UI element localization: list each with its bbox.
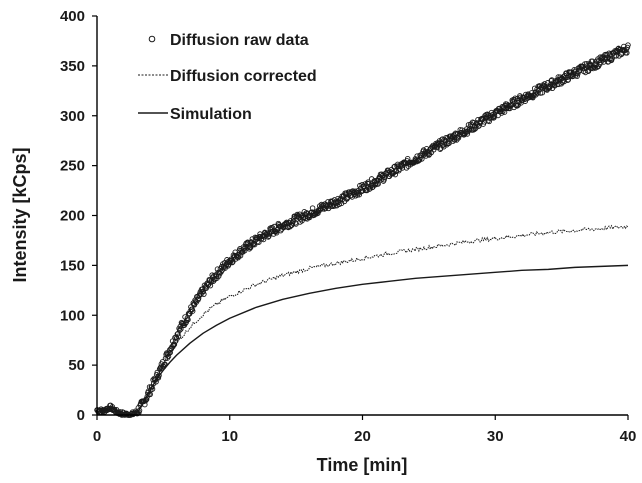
data-point	[273, 230, 280, 236]
data-point	[291, 213, 298, 219]
data-point	[565, 77, 571, 83]
data-point	[513, 102, 520, 108]
data-point	[176, 327, 183, 333]
data-point	[155, 375, 162, 381]
legend: Diffusion raw data Diffusion corrected S…	[138, 32, 317, 123]
data-point	[207, 282, 214, 289]
x-tick-label: 30	[487, 428, 504, 445]
legend-label-simulation: Simulation	[170, 106, 252, 123]
data-point	[375, 181, 381, 187]
data-point	[466, 127, 472, 133]
data-point	[471, 126, 478, 133]
data-point	[201, 291, 207, 297]
y-tick-label: 150	[60, 257, 85, 274]
y-tick-label: 400	[60, 8, 85, 25]
data-point	[185, 316, 191, 323]
y-tick-label: 250	[60, 158, 85, 175]
y-axis-title: Intensity [kCps]	[10, 147, 30, 282]
series-line-corrected	[96, 224, 629, 416]
data-point	[446, 140, 452, 146]
data-point	[171, 341, 178, 348]
x-axis-ticks: 0 10 20 30 40	[93, 415, 637, 445]
data-point	[260, 236, 267, 243]
y-tick-label: 350	[60, 58, 85, 75]
series-solid-line	[133, 264, 629, 416]
y-tick-label: 0	[77, 407, 85, 424]
data-point	[419, 156, 425, 162]
data-point	[625, 42, 631, 48]
data-point	[215, 273, 222, 279]
series-layer	[94, 42, 631, 418]
data-point	[613, 53, 619, 59]
data-point	[574, 73, 580, 79]
data-point	[363, 186, 370, 193]
y-tick-label: 200	[60, 208, 85, 225]
data-point	[530, 92, 537, 99]
data-point	[229, 259, 236, 266]
data-point	[514, 103, 520, 109]
data-point	[189, 308, 196, 314]
y-tick-label: 50	[68, 357, 85, 374]
data-point	[533, 92, 539, 98]
x-axis-title: Time [min]	[317, 455, 408, 475]
data-point	[423, 146, 430, 152]
y-tick-label: 300	[60, 108, 85, 125]
data-point	[512, 95, 518, 102]
data-point	[539, 89, 546, 96]
x-tick-label: 10	[221, 428, 238, 445]
data-point	[266, 233, 272, 239]
plot-area	[94, 42, 631, 418]
data-point	[265, 234, 272, 240]
series-line-simulation	[133, 264, 629, 416]
legend-label-corrected: Diffusion corrected	[170, 68, 317, 85]
y-tick-label: 100	[60, 307, 85, 324]
legend-marker-raw-data	[148, 35, 156, 43]
data-point	[251, 241, 258, 248]
x-tick-label: 40	[620, 428, 637, 445]
x-tick-label: 0	[93, 428, 101, 445]
x-tick-label: 20	[354, 428, 371, 445]
data-point	[319, 206, 326, 212]
data-point	[392, 171, 399, 178]
data-point	[175, 333, 182, 340]
series-open-circle-markers	[94, 42, 631, 418]
data-point	[234, 252, 241, 258]
data-point	[604, 52, 611, 58]
data-point	[624, 50, 630, 56]
y-axis-ticks: 0 50 100 150 200 250 300 350 400	[60, 8, 97, 424]
legend-label-raw-data: Diffusion raw data	[170, 32, 309, 49]
data-point	[624, 44, 631, 51]
series-dotted-line	[96, 224, 629, 416]
